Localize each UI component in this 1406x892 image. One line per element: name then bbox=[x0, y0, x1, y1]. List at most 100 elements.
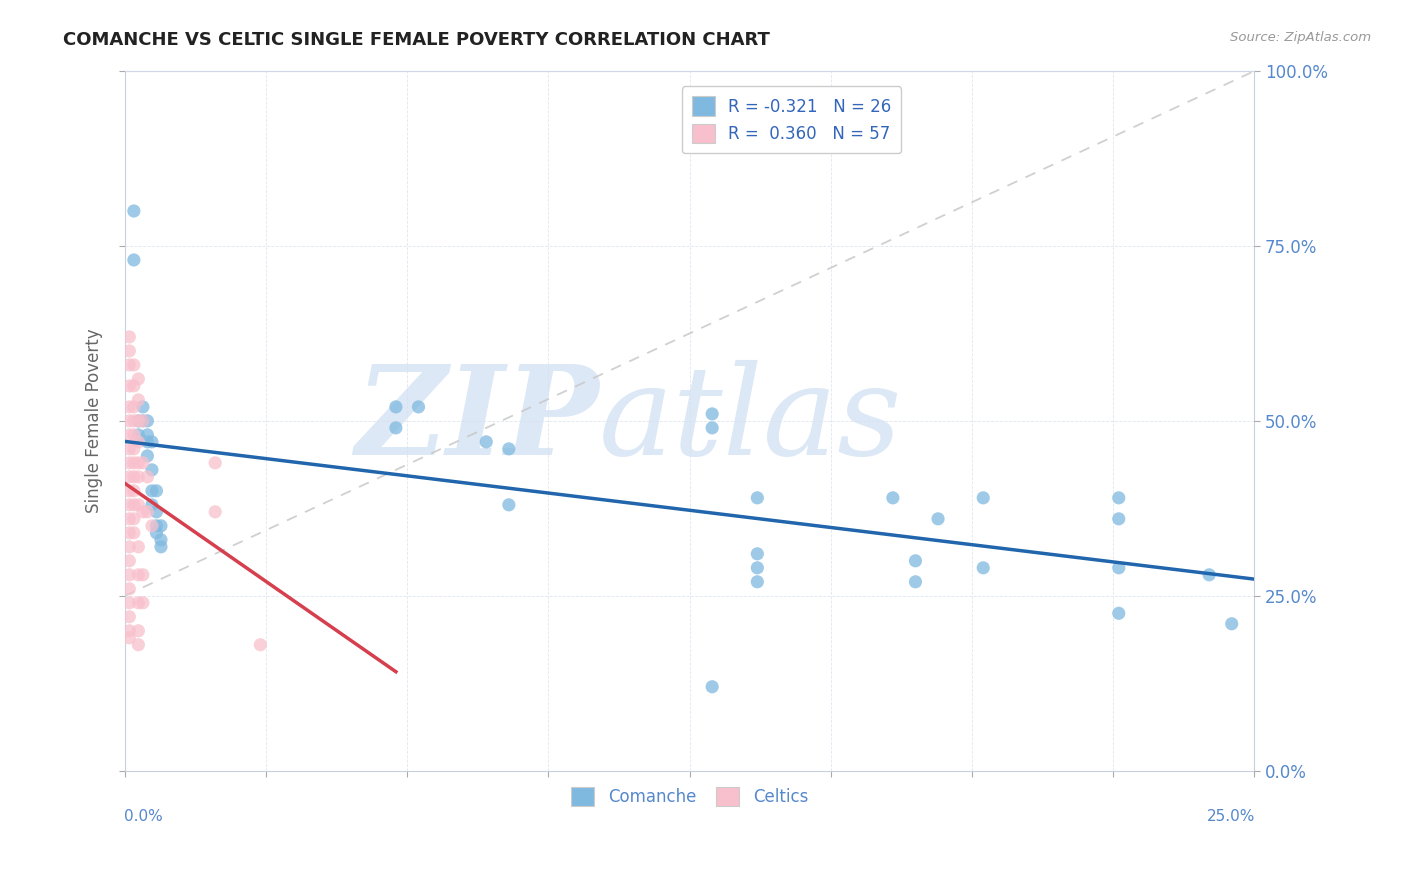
Point bbox=[118, 456, 141, 470]
Point bbox=[136, 414, 159, 428]
Point bbox=[127, 434, 149, 449]
Point bbox=[118, 442, 141, 456]
Point bbox=[204, 456, 226, 470]
Point bbox=[122, 456, 145, 470]
Point bbox=[1198, 567, 1220, 582]
Point bbox=[498, 442, 520, 456]
Point bbox=[1220, 616, 1243, 631]
Point bbox=[127, 596, 149, 610]
Point bbox=[249, 638, 271, 652]
Point bbox=[118, 483, 141, 498]
Legend: Comanche, Celtics: Comanche, Celtics bbox=[564, 780, 815, 813]
Point bbox=[385, 400, 408, 414]
Point bbox=[904, 574, 927, 589]
Point bbox=[127, 414, 149, 428]
Point bbox=[127, 624, 149, 638]
Point bbox=[122, 498, 145, 512]
Point bbox=[122, 379, 145, 393]
Point bbox=[145, 483, 167, 498]
Point bbox=[127, 414, 149, 428]
Point bbox=[132, 456, 155, 470]
Point bbox=[141, 483, 163, 498]
Point bbox=[132, 414, 155, 428]
Point bbox=[136, 505, 159, 519]
Point bbox=[122, 428, 145, 442]
Text: 25.0%: 25.0% bbox=[1208, 809, 1256, 824]
Point bbox=[118, 554, 141, 568]
Point bbox=[136, 434, 159, 449]
Point bbox=[118, 379, 141, 393]
Point bbox=[122, 358, 145, 372]
Point bbox=[972, 561, 994, 575]
Point bbox=[127, 456, 149, 470]
Point bbox=[118, 400, 141, 414]
Point bbox=[1108, 607, 1130, 621]
Point bbox=[118, 540, 141, 554]
Point bbox=[118, 567, 141, 582]
Point bbox=[747, 491, 769, 505]
Point bbox=[972, 491, 994, 505]
Point bbox=[136, 470, 159, 484]
Point bbox=[118, 343, 141, 358]
Point bbox=[118, 498, 141, 512]
Point bbox=[149, 518, 172, 533]
Point bbox=[127, 567, 149, 582]
Point bbox=[927, 512, 949, 526]
Point bbox=[118, 414, 141, 428]
Point bbox=[127, 470, 149, 484]
Point bbox=[118, 525, 141, 540]
Point bbox=[118, 624, 141, 638]
Text: 0.0%: 0.0% bbox=[124, 809, 163, 824]
Y-axis label: Single Female Poverty: Single Female Poverty bbox=[86, 328, 103, 513]
Point bbox=[122, 512, 145, 526]
Point bbox=[475, 434, 498, 449]
Point bbox=[1108, 491, 1130, 505]
Point bbox=[118, 631, 141, 645]
Text: atlas: atlas bbox=[599, 360, 903, 482]
Point bbox=[747, 547, 769, 561]
Point bbox=[127, 428, 149, 442]
Point bbox=[118, 582, 141, 596]
Point bbox=[141, 434, 163, 449]
Point bbox=[122, 442, 145, 456]
Point bbox=[882, 491, 904, 505]
Point bbox=[127, 498, 149, 512]
Point bbox=[118, 596, 141, 610]
Point bbox=[904, 554, 927, 568]
Point bbox=[1108, 561, 1130, 575]
Point bbox=[132, 596, 155, 610]
Point bbox=[118, 609, 141, 624]
Point bbox=[132, 567, 155, 582]
Point bbox=[122, 204, 145, 219]
Point bbox=[136, 428, 159, 442]
Text: ZIP: ZIP bbox=[356, 360, 599, 482]
Point bbox=[122, 470, 145, 484]
Point bbox=[122, 400, 145, 414]
Point bbox=[702, 421, 724, 435]
Point bbox=[145, 525, 167, 540]
Point bbox=[118, 330, 141, 344]
Point bbox=[122, 483, 145, 498]
Point bbox=[118, 470, 141, 484]
Point bbox=[141, 498, 163, 512]
Point bbox=[702, 680, 724, 694]
Point bbox=[149, 533, 172, 547]
Point bbox=[132, 400, 155, 414]
Point bbox=[122, 414, 145, 428]
Point bbox=[118, 358, 141, 372]
Point bbox=[702, 407, 724, 421]
Point bbox=[118, 512, 141, 526]
Point bbox=[141, 518, 163, 533]
Point bbox=[118, 428, 141, 442]
Point bbox=[127, 638, 149, 652]
Point bbox=[408, 400, 430, 414]
Point bbox=[747, 574, 769, 589]
Point bbox=[127, 372, 149, 386]
Point bbox=[127, 540, 149, 554]
Point bbox=[204, 505, 226, 519]
Point bbox=[747, 561, 769, 575]
Point bbox=[136, 449, 159, 463]
Point bbox=[127, 392, 149, 407]
Text: Source: ZipAtlas.com: Source: ZipAtlas.com bbox=[1230, 31, 1371, 45]
Point bbox=[385, 421, 408, 435]
